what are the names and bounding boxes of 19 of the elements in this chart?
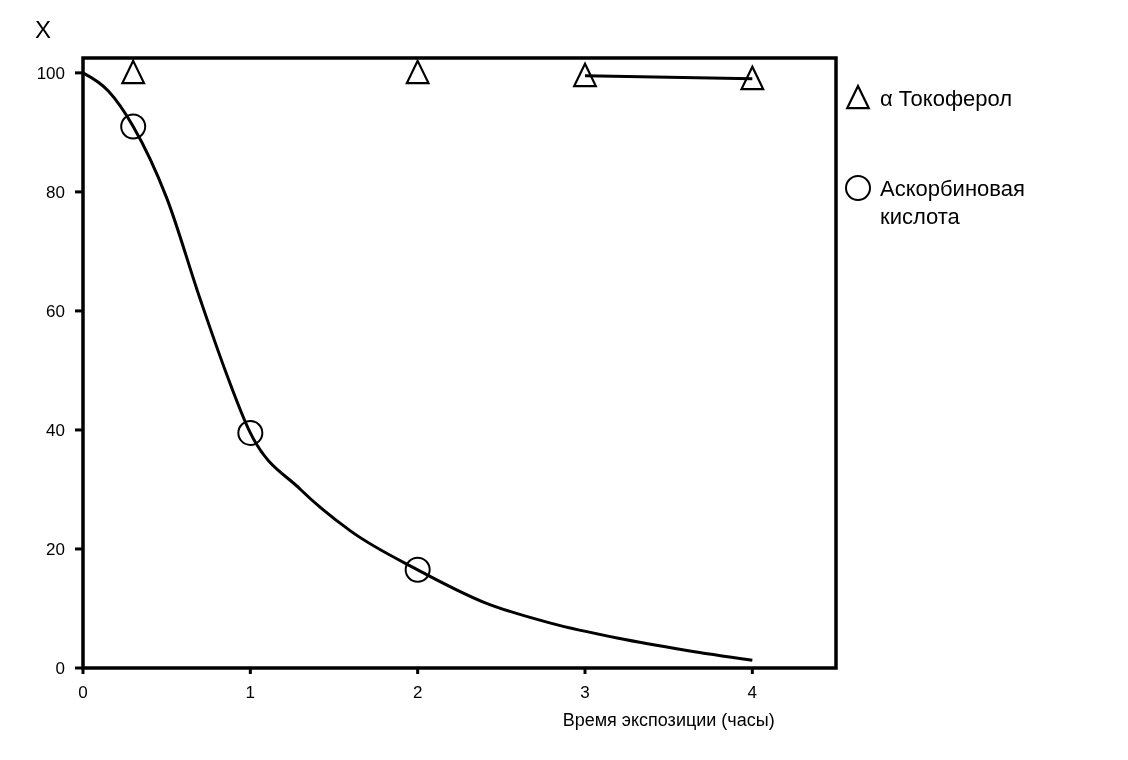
x-tick-label: 4 [747, 683, 758, 702]
legend-label: α Токоферол [880, 85, 1013, 111]
y-tick-label: 0 [55, 658, 65, 678]
y-tick-label: 80 [46, 182, 65, 202]
x-tick-label: 1 [245, 683, 256, 702]
point [121, 59, 146, 85]
point [740, 65, 765, 91]
legend-label: Аскорбиновая кислота [880, 175, 1025, 230]
y-axis-title: X [34, 16, 52, 43]
point [573, 62, 597, 88]
x-tick-label: 3 [580, 683, 590, 702]
x-tick-label: 0 [78, 683, 88, 702]
point [405, 59, 430, 85]
x-axis-title: Время экспозиции (часы) [562, 710, 775, 730]
y-tick-label: 40 [46, 420, 65, 440]
y-tick-label: 20 [46, 539, 65, 559]
y-tick-label: 100 [36, 63, 65, 83]
y-tick-label: 60 [46, 301, 65, 321]
x-tick-label: 2 [412, 683, 423, 702]
